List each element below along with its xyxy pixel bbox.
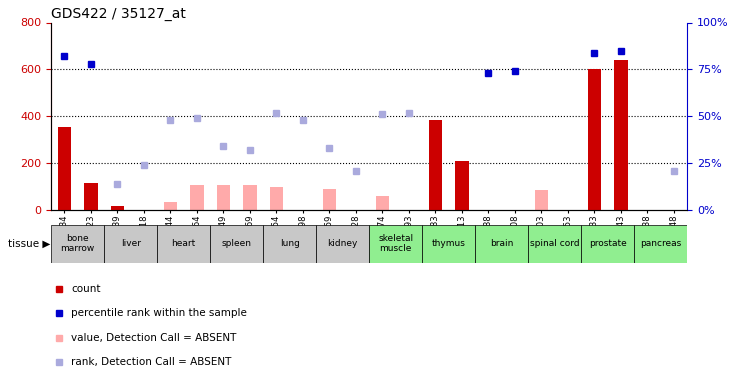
Bar — [157, 225, 211, 262]
Bar — [111, 207, 124, 210]
Bar — [423, 225, 475, 262]
Bar — [475, 225, 528, 262]
Text: spleen: spleen — [221, 239, 251, 248]
Bar — [376, 196, 389, 210]
Bar — [270, 187, 283, 210]
Text: heart: heart — [172, 239, 196, 248]
Bar — [323, 189, 336, 210]
Text: rank, Detection Call = ABSENT: rank, Detection Call = ABSENT — [71, 357, 231, 367]
Bar — [105, 225, 157, 262]
Text: value, Detection Call = ABSENT: value, Detection Call = ABSENT — [71, 333, 236, 342]
Bar — [429, 120, 442, 210]
Bar — [614, 60, 627, 210]
Bar — [263, 225, 317, 262]
Bar — [528, 225, 581, 262]
Bar — [369, 225, 423, 262]
Bar — [211, 225, 263, 262]
Text: kidney: kidney — [327, 239, 358, 248]
Text: brain: brain — [490, 239, 513, 248]
Bar — [317, 225, 369, 262]
Bar — [535, 190, 548, 210]
Text: tissue ▶: tissue ▶ — [8, 239, 50, 249]
Text: spinal cord: spinal cord — [530, 239, 580, 248]
Bar — [84, 183, 97, 210]
Text: thymus: thymus — [432, 239, 466, 248]
Bar — [190, 185, 203, 210]
Bar — [58, 127, 71, 210]
Bar — [164, 202, 177, 210]
Bar — [588, 69, 601, 210]
Bar — [217, 185, 230, 210]
Text: skeletal
muscle: skeletal muscle — [378, 234, 413, 254]
Text: count: count — [71, 284, 100, 294]
Text: prostate: prostate — [588, 239, 626, 248]
Text: pancreas: pancreas — [640, 239, 681, 248]
Bar — [51, 225, 105, 262]
Text: lung: lung — [280, 239, 300, 248]
Bar — [581, 225, 634, 262]
Bar — [634, 225, 687, 262]
Text: liver: liver — [121, 239, 140, 248]
Text: GDS422 / 35127_at: GDS422 / 35127_at — [51, 8, 186, 21]
Bar — [243, 185, 257, 210]
Bar — [455, 161, 469, 210]
Text: percentile rank within the sample: percentile rank within the sample — [71, 308, 247, 318]
Text: bone
marrow: bone marrow — [61, 234, 95, 254]
